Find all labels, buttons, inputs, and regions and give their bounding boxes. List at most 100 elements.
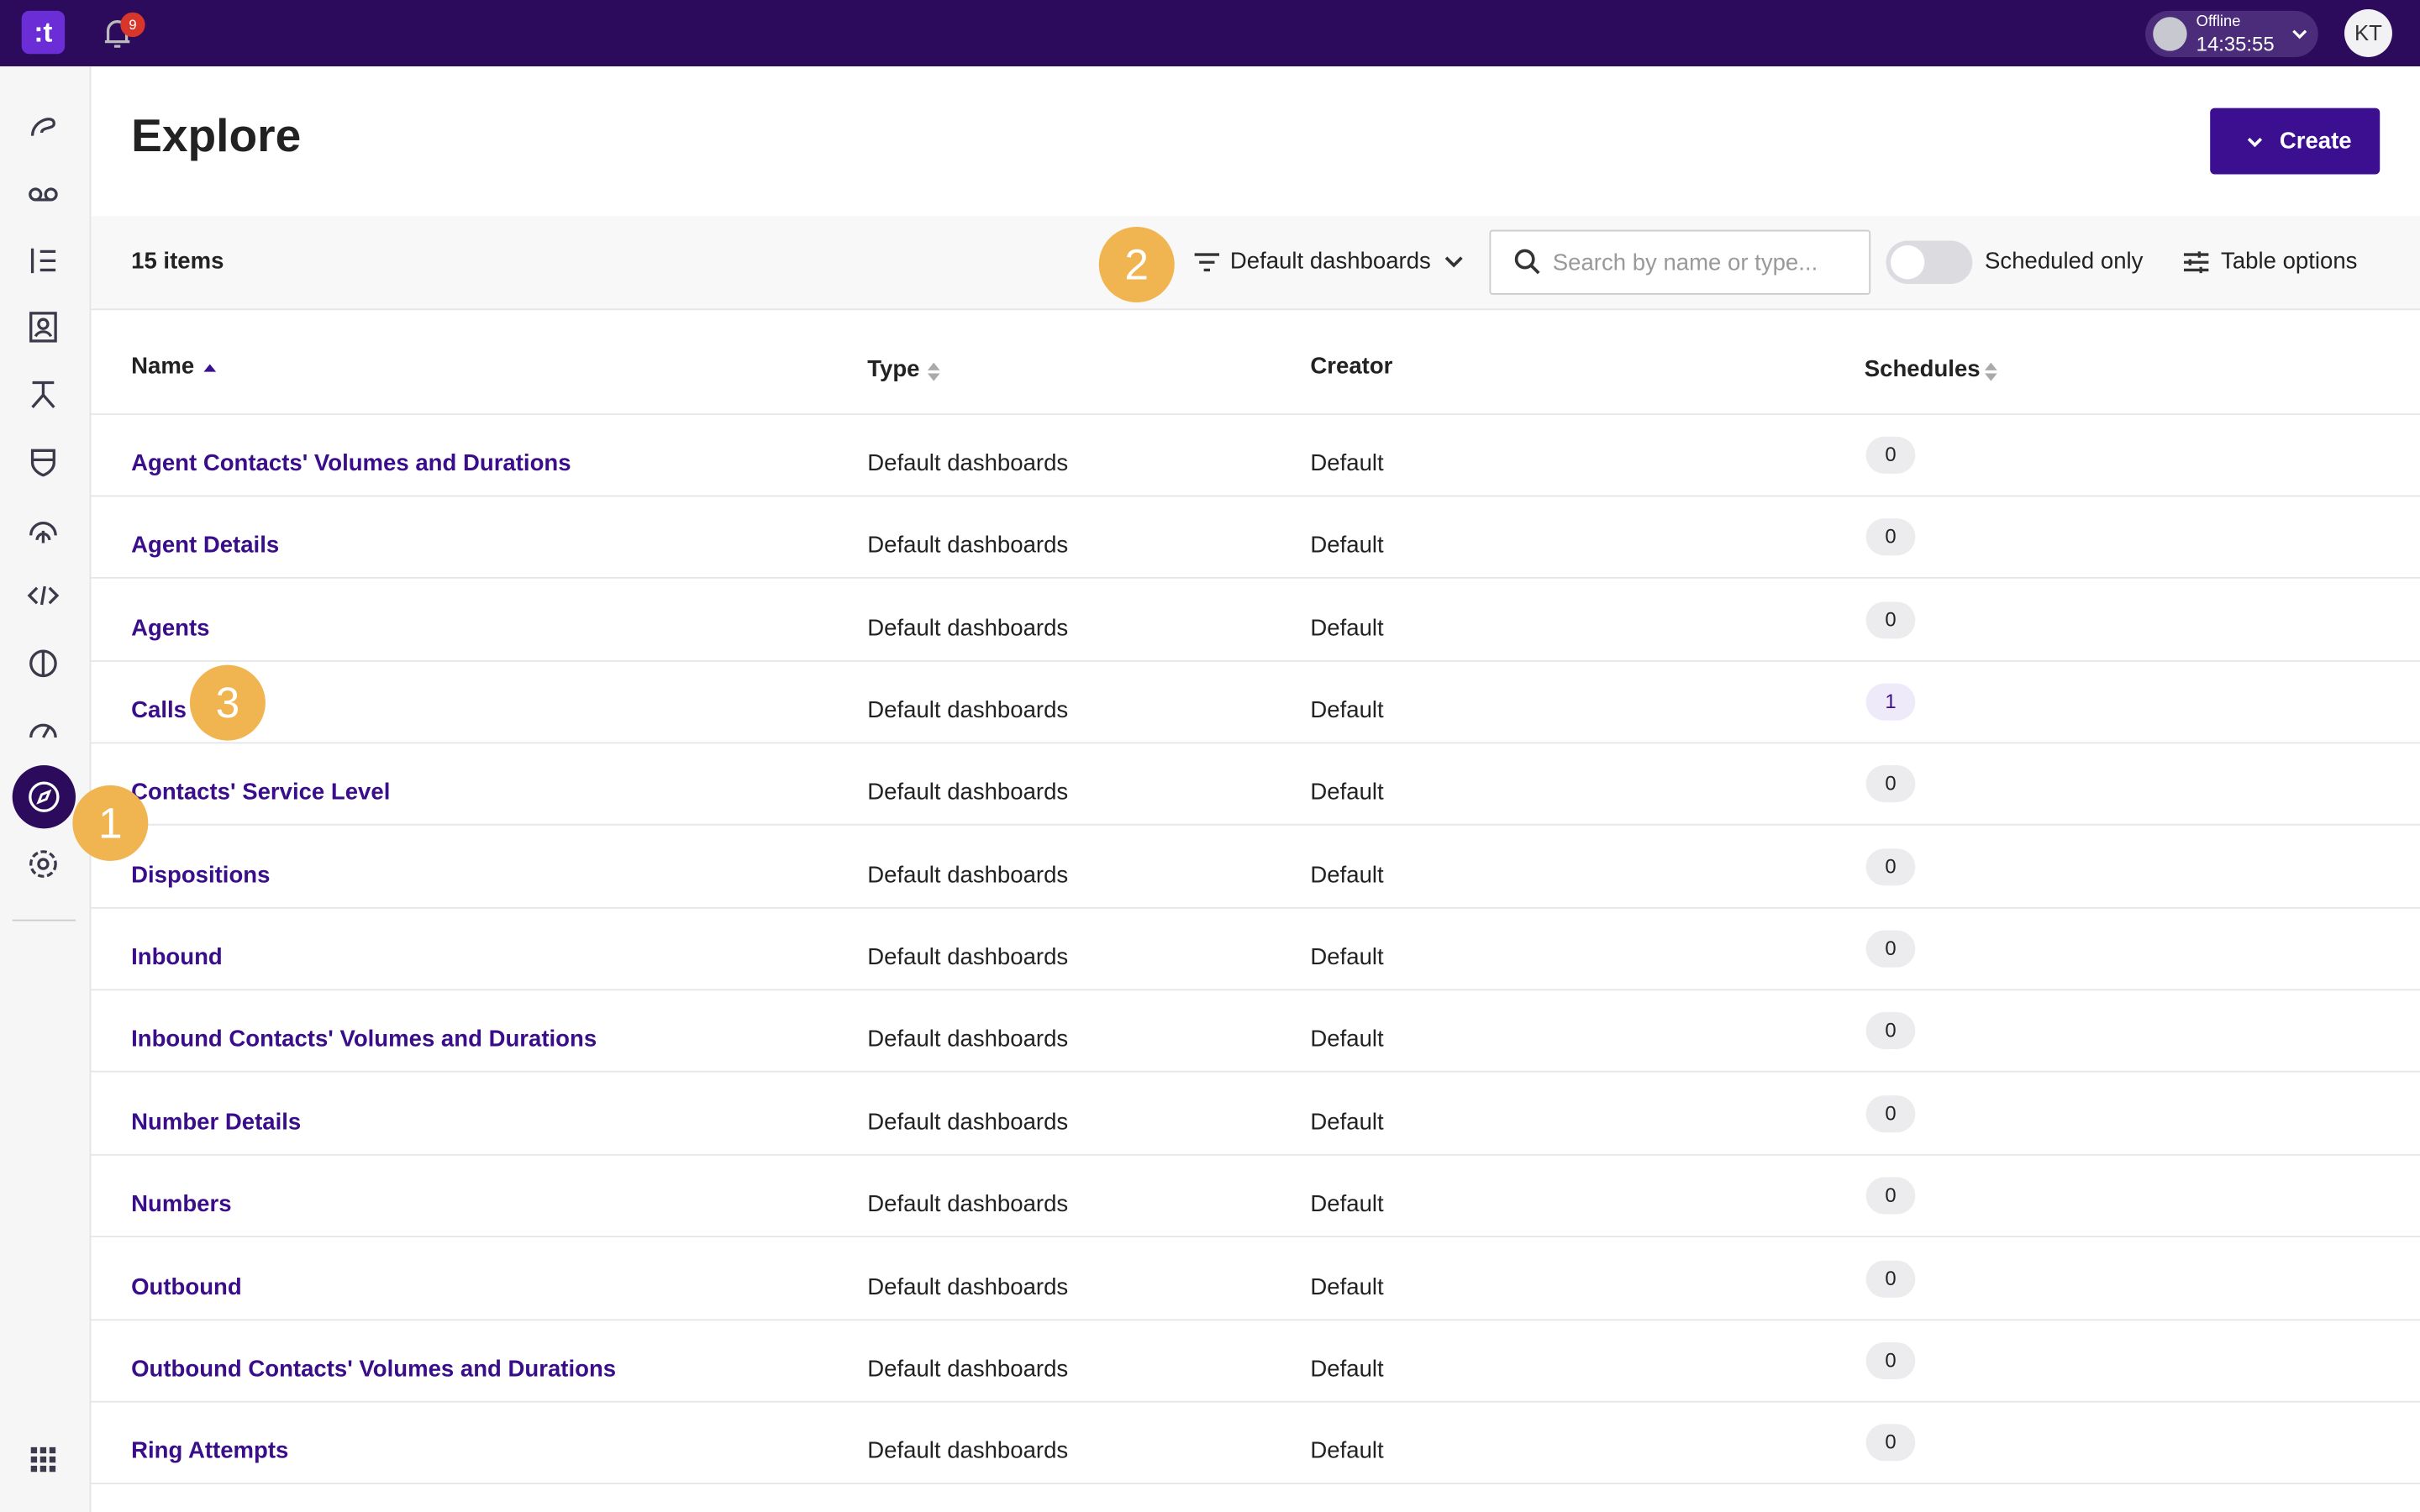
creator-cell: Default bbox=[1310, 1191, 1384, 1218]
filter[interactable]: Default dashboards bbox=[1190, 216, 1468, 308]
dashboard-link[interactable]: Agent Details bbox=[131, 533, 280, 559]
creator-cell: Default bbox=[1310, 1109, 1384, 1136]
column-header: Creator bbox=[1310, 353, 1393, 380]
nav-icon[interactable] bbox=[26, 177, 60, 211]
dashboard-link[interactable]: Agents bbox=[131, 615, 210, 642]
table-options-label: Table options bbox=[2221, 248, 2358, 275]
creator-cell: Default bbox=[1310, 780, 1384, 806]
column-header[interactable]: Name bbox=[131, 353, 195, 380]
schedule-count: 0 bbox=[1865, 436, 1916, 474]
table-row: Inbound Contacts' Volumes and Durations D… bbox=[91, 990, 2420, 1074]
schedule-count: 0 bbox=[1865, 1341, 1916, 1379]
type-cell: Default dashboards bbox=[867, 862, 1069, 889]
search-placeholder: Search by name or type... bbox=[1552, 249, 1818, 276]
time: 14:35:55 bbox=[2196, 32, 2275, 56]
table-header bbox=[91, 308, 2420, 416]
create-button[interactable]: Create bbox=[2210, 108, 2381, 175]
toggle-label: Scheduled only bbox=[1985, 248, 2144, 275]
type-cell: Default dashboards bbox=[867, 1109, 1069, 1136]
type-cell: Default dashboards bbox=[867, 780, 1069, 806]
filter-label: Default dashboards bbox=[1229, 248, 1431, 275]
nav-icon[interactable] bbox=[26, 444, 60, 478]
nav-icon[interactable] bbox=[26, 847, 60, 880]
dashboard-link[interactable]: Dispositions bbox=[131, 862, 271, 889]
type-cell: Default dashboards bbox=[867, 1356, 1069, 1383]
schedule-count: 0 bbox=[1865, 1424, 1916, 1462]
page-title: Explore bbox=[131, 111, 302, 162]
schedule-count: 0 bbox=[1865, 601, 1916, 638]
search-box[interactable]: Search by name or type... bbox=[1489, 229, 1871, 295]
table-row: Inbound Default dashboards Default 0 bbox=[91, 907, 2420, 991]
type-cell: Default dashboards bbox=[867, 1438, 1069, 1465]
creator-cell: Default bbox=[1310, 862, 1384, 889]
creator-cell: Default bbox=[1310, 944, 1384, 971]
annotation-marker: 3 bbox=[189, 664, 266, 741]
table-row: Ring Attempts Default dashboards Default 0 bbox=[91, 1401, 2420, 1485]
item-count: 15 items bbox=[131, 248, 224, 275]
dashboard-link[interactable]: Calls bbox=[131, 697, 187, 724]
avatar[interactable]: KT bbox=[2344, 9, 2392, 57]
table-row: Outbound Default dashboards Default 0 bbox=[91, 1236, 2420, 1320]
table-row: Calls Default dashboards Default 1 bbox=[91, 660, 2420, 744]
creator-cell: Default bbox=[1310, 450, 1384, 477]
dashboard-link[interactable]: Inbound Contacts' Volumes and Durations bbox=[131, 1026, 597, 1053]
dashboard-link[interactable]: Inbound bbox=[131, 944, 223, 971]
table-row: Number Details Default dashboards Default 0 bbox=[91, 1072, 2420, 1156]
schedule-count: 0 bbox=[1865, 1095, 1916, 1132]
schedule-count: 0 bbox=[1865, 848, 1916, 885]
schedule-count: 1 bbox=[1865, 683, 1916, 721]
schedule-count: 0 bbox=[1865, 930, 1916, 968]
nav-icon[interactable] bbox=[26, 713, 60, 747]
logo[interactable]: :t bbox=[21, 10, 66, 55]
dashboard-link[interactable]: Numbers bbox=[131, 1191, 232, 1218]
column-header[interactable]: Type bbox=[867, 356, 920, 383]
status: Offline bbox=[2196, 13, 2241, 31]
type-cell: Default dashboards bbox=[867, 944, 1069, 971]
schedule-count: 0 bbox=[1865, 1012, 1916, 1050]
type-cell: Default dashboards bbox=[867, 1191, 1069, 1218]
notification-badge: 9 bbox=[120, 12, 145, 38]
table-row: Agents Default dashboards Default 0 bbox=[91, 578, 2420, 662]
toolbar: 15 items Default dashboards Search by na… bbox=[91, 216, 2420, 311]
dashboard-link[interactable]: Outbound Contacts' Volumes and Durations bbox=[131, 1356, 617, 1383]
status-pill[interactable]: Offline 14:35:55 bbox=[2145, 10, 2318, 57]
schedule-count: 0 bbox=[1865, 518, 1916, 556]
type-cell: Default dashboards bbox=[867, 697, 1069, 724]
dashboard-link[interactable]: Contacts' Service Level bbox=[131, 780, 391, 806]
nav-icon[interactable] bbox=[26, 108, 60, 142]
schedule-count: 0 bbox=[1865, 765, 1916, 803]
column-header[interactable]: Schedules bbox=[1864, 356, 1981, 383]
type-cell: Default dashboards bbox=[867, 1026, 1069, 1053]
creator-cell: Default bbox=[1310, 1273, 1384, 1300]
table-row: Numbers Default dashboards Default 0 bbox=[91, 1154, 2420, 1238]
apps-icon[interactable] bbox=[26, 1442, 60, 1476]
dashboard-link[interactable]: Number Details bbox=[131, 1109, 302, 1136]
nav-icon[interactable] bbox=[26, 579, 60, 612]
schedule-count: 0 bbox=[1865, 1177, 1916, 1215]
creator-cell: Default bbox=[1310, 1438, 1384, 1465]
create-label: Create bbox=[2279, 128, 2352, 155]
nav-icon[interactable] bbox=[26, 647, 60, 680]
creator-cell: Default bbox=[1310, 615, 1384, 642]
nav-active[interactable] bbox=[12, 765, 76, 829]
nav-icon[interactable] bbox=[26, 378, 60, 412]
table-row: Outbound Contacts' Volumes and Durations… bbox=[91, 1319, 2420, 1403]
dashboard-link[interactable]: Ring Attempts bbox=[131, 1438, 289, 1465]
sidebar bbox=[0, 66, 92, 1512]
table-row: Agent Details Default dashboards Default 0 bbox=[91, 496, 2420, 580]
table-options[interactable]: Table options bbox=[2182, 216, 2383, 308]
nav-icon[interactable] bbox=[26, 310, 60, 344]
table-row: Contacts' Service Level Default dashboard… bbox=[91, 743, 2420, 827]
type-cell: Default dashboards bbox=[867, 450, 1069, 477]
toggle[interactable] bbox=[1886, 240, 1973, 284]
creator-cell: Default bbox=[1310, 697, 1384, 724]
type-cell: Default dashboards bbox=[867, 533, 1069, 559]
annotation-marker: 2 bbox=[1098, 227, 1175, 303]
dashboard-link[interactable]: Outbound bbox=[131, 1273, 242, 1300]
nav-icon[interactable] bbox=[26, 512, 60, 546]
creator-cell: Default bbox=[1310, 1356, 1384, 1383]
nav-icon[interactable] bbox=[26, 244, 60, 277]
dashboard-link[interactable]: Agent Contacts' Volumes and Durations bbox=[131, 450, 571, 477]
schedule-count: 0 bbox=[1865, 1259, 1916, 1297]
